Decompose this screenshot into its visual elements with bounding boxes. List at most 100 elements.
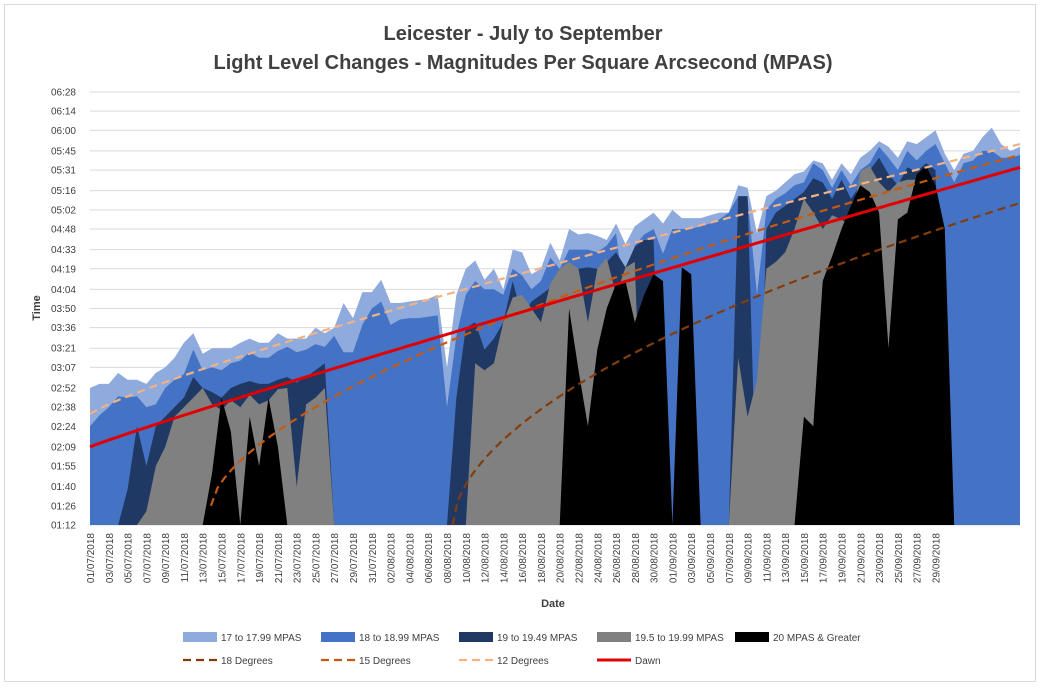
y-tick-label: 04:33 [51,245,76,256]
y-axis-title: Time [31,295,43,320]
x-tick-label: 25/07/2018 [312,533,323,583]
x-tick-labels: 01/07/2018 03/07/2018 05/07/2018 07/07/2018… [86,533,943,583]
y-tick-label: 02:24 [51,422,76,433]
y-tick-label: 02:09 [51,442,76,453]
x-tick-label: 20/08/2018 [556,533,567,583]
y-tick-label: 06:00 [51,126,76,137]
x-tick-label: 09/07/2018 [161,533,172,583]
line-12-degrees [89,143,1021,415]
legend-swatch [183,632,217,642]
chart-subtitle: Light Level Changes - Magnitudes Per Squ… [214,52,833,74]
legend-item-18-to-18-99-mpas: 18 to 18.99 MPAS [321,632,440,644]
line-layer [89,143,1021,526]
x-tick-label: 21/07/2018 [274,533,285,583]
y-tick-label: 05:16 [51,186,76,197]
x-tick-label: 03/07/2018 [105,533,116,583]
x-tick-label: 24/08/2018 [593,533,604,583]
x-tick-label: 29/07/2018 [349,533,360,583]
x-tick-label: 12/08/2018 [481,533,492,583]
legend-swatch [459,632,493,642]
legend-item-17-to-17-99-mpas: 17 to 17.99 MPAS [183,632,302,644]
x-tick-label: 19/09/2018 [838,533,849,583]
y-tick-label: 01:26 [51,501,76,512]
x-tick-label: 15/07/2018 [218,533,229,583]
y-tick-labels: 01:12 01:26 01:40 01:55 02:09 02:24 02:38 02:52… [51,88,76,532]
x-tick-label: 26/08/2018 [612,533,623,583]
x-tick-label: 23/07/2018 [293,533,304,583]
y-tick-label: 02:52 [51,383,76,394]
x-tick-label: 30/08/2018 [650,533,661,583]
legend-label: 18 Degrees [221,656,273,667]
y-tick-label: 06:14 [51,107,76,118]
y-tick-label: 01:12 [51,521,76,532]
legend-label: 20 MPAS & Greater [773,633,861,644]
line-18-degrees [451,201,1021,526]
x-tick-label: 01/09/2018 [668,533,679,583]
x-tick-label: 03/09/2018 [687,533,698,583]
legend-item-dawn: Dawn [597,656,661,667]
legend-swatch [597,632,631,642]
x-tick-label: 13/09/2018 [781,533,792,583]
legend-item-18-degrees: 18 Degrees [183,656,273,667]
y-tick-label: 05:31 [51,166,76,177]
area-layer [90,127,1020,526]
legend-item-15-degrees: 15 Degrees [321,656,411,667]
x-tick-label: 09/09/2018 [744,533,755,583]
x-tick-label: 11/09/2018 [762,533,773,583]
chart-frame [4,4,1036,682]
x-tick-label: 11/07/2018 [180,533,191,583]
x-tick-label: 10/08/2018 [462,533,473,583]
y-tick-label: 05:45 [51,146,76,157]
x-tick-label: 05/07/2018 [124,533,135,583]
chart-title: Leicester - July to September [384,23,663,45]
x-tick-label: 14/08/2018 [499,533,510,583]
x-tick-label: 05/09/2018 [706,533,717,583]
y-tick-label: 02:38 [51,403,76,414]
x-tick-label: 07/07/2018 [142,533,153,583]
legend-label: 19 to 19.49 MPAS [497,633,578,644]
y-tick-label: 04:04 [51,285,76,296]
x-tick-label: 08/08/2018 [443,533,454,583]
legend-label: 18 to 18.99 MPAS [359,633,440,644]
x-tick-label: 21/09/2018 [856,533,867,583]
x-tick-label: 17/09/2018 [819,533,830,583]
area-19-5-to-19-99-mpas [90,166,1020,525]
y-tick-label: 05:02 [51,205,76,216]
x-tick-label: 07/09/2018 [725,533,736,583]
x-axis-title: Date [541,598,565,610]
x-tick-label: 04/08/2018 [405,533,416,583]
y-tick-label: 01:40 [51,482,76,493]
x-tick-label: 17/07/2018 [236,533,247,583]
legend-label: 12 Degrees [497,656,549,667]
legend-label: Dawn [635,656,661,667]
legend-label: 17 to 17.99 MPAS [221,633,302,644]
legend-item-19-to-19-49-mpas: 19 to 19.49 MPAS [459,632,578,644]
x-tick-label: 06/08/2018 [424,533,435,583]
legend-swatch [321,632,355,642]
y-tick-label: 04:48 [51,225,76,236]
y-tick-label: 03:07 [51,363,76,374]
line-dawn [89,165,1021,449]
legend-label: 15 Degrees [359,656,411,667]
y-tick-label: 06:28 [51,88,76,99]
x-tick-label: 31/07/2018 [368,533,379,583]
x-tick-label: 18/08/2018 [537,533,548,583]
x-tick-label: 13/07/2018 [199,533,210,583]
legend-swatch [735,632,769,642]
area-20-mpas-greater [90,166,1020,525]
legend-label: 19.5 to 19.99 MPAS [635,633,724,644]
y-tick-label: 03:21 [51,344,76,355]
y-tick-label: 03:36 [51,323,76,334]
x-tick-label: 25/09/2018 [894,533,905,583]
x-tick-label: 02/08/2018 [387,533,398,583]
x-tick-label: 29/09/2018 [932,533,943,583]
x-tick-label: 15/09/2018 [800,533,811,583]
y-tick-label: 03:50 [51,304,76,315]
x-tick-label: 16/08/2018 [518,533,529,583]
legend-item-19-5-to-19-99-mpas: 19.5 to 19.99 MPAS [597,632,724,644]
x-tick-label: 28/08/2018 [631,533,642,583]
x-tick-label: 27/09/2018 [913,533,924,583]
line-15-degrees [209,153,1021,507]
x-tick-label: 22/08/2018 [575,533,586,583]
